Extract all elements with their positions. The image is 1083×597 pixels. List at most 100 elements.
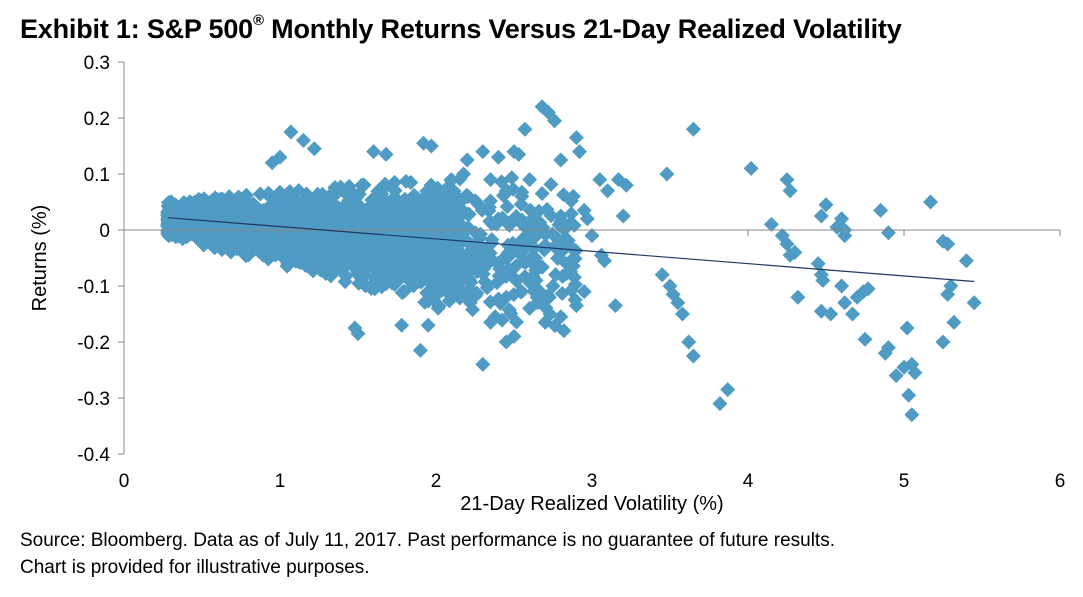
data-point	[336, 211, 352, 227]
data-point	[289, 204, 305, 220]
data-point	[319, 190, 335, 206]
data-point	[845, 306, 861, 322]
data-point	[283, 124, 299, 140]
data-point	[568, 243, 584, 259]
data-point	[404, 250, 420, 266]
x-tick-label: 1	[275, 471, 286, 492]
data-point	[440, 256, 456, 272]
data-point	[546, 238, 562, 254]
data-point	[576, 284, 592, 300]
data-point	[712, 396, 728, 412]
data-point	[527, 250, 543, 266]
data-point	[239, 205, 255, 221]
data-point	[509, 273, 525, 289]
data-point	[720, 382, 736, 398]
data-point	[425, 273, 441, 289]
data-point	[222, 228, 238, 244]
data-point	[454, 248, 470, 264]
data-point	[277, 198, 293, 214]
data-point	[547, 113, 563, 129]
data-point	[813, 303, 829, 319]
data-point	[779, 172, 795, 188]
data-point	[412, 342, 428, 358]
x-tick-label: 6	[1055, 471, 1066, 492]
data-point	[170, 209, 186, 225]
data-point	[465, 257, 481, 273]
data-point	[394, 285, 410, 301]
data-point	[378, 146, 394, 162]
data-point	[387, 174, 403, 190]
data-point	[522, 172, 538, 188]
data-point	[434, 280, 450, 296]
data-point	[681, 334, 697, 350]
y-tick-label: 0.3	[84, 53, 110, 74]
data-point	[406, 275, 422, 291]
data-point	[469, 285, 485, 301]
data-point	[350, 326, 366, 342]
data-point	[377, 235, 393, 251]
axes	[118, 61, 1061, 455]
data-point	[444, 289, 460, 305]
data-point	[548, 267, 564, 283]
data-point	[539, 201, 555, 217]
data-point	[600, 183, 616, 199]
data-point	[475, 356, 491, 372]
data-point	[503, 306, 519, 322]
y-tick-label: 0	[99, 221, 110, 242]
data-point	[351, 215, 367, 231]
x-tick-label: 0	[119, 471, 130, 492]
x-axis-label: 21-Day Realized Volatility (%)	[460, 493, 723, 515]
source-line-1: Source: Bloomberg. Data as of July 11, 2…	[20, 530, 835, 551]
data-point	[475, 144, 491, 160]
data-point	[553, 152, 569, 168]
data-point	[517, 121, 533, 137]
y-axis-label: Returns (%)	[29, 205, 51, 312]
data-point	[288, 253, 304, 269]
data-point	[923, 194, 939, 210]
data-point	[354, 177, 370, 193]
data-point	[592, 172, 608, 188]
source-line-2: Chart is provided for illustrative purpo…	[20, 557, 370, 578]
data-point	[346, 241, 362, 257]
data-point	[327, 180, 343, 196]
data-point	[551, 249, 567, 265]
data-point	[196, 191, 212, 207]
data-point	[338, 268, 354, 284]
data-point	[421, 213, 437, 229]
data-point	[966, 295, 982, 311]
data-point	[553, 309, 569, 325]
y-tick-label: -0.4	[77, 445, 110, 466]
data-point	[387, 276, 403, 292]
y-tick-label: 0.2	[84, 109, 110, 130]
data-point	[342, 186, 358, 202]
data-point	[946, 314, 962, 330]
data-point	[494, 210, 510, 226]
data-point	[873, 202, 889, 218]
data-point	[236, 234, 252, 250]
data-point	[596, 253, 612, 269]
data-point	[490, 149, 506, 165]
data-point	[423, 239, 439, 255]
data-point	[935, 334, 951, 350]
data-point	[522, 300, 538, 316]
data-point	[272, 184, 288, 200]
data-point	[415, 193, 431, 209]
data-point	[815, 272, 831, 288]
data-point	[837, 228, 853, 244]
data-point	[563, 206, 579, 222]
data-point	[368, 241, 384, 257]
data-point	[685, 348, 701, 364]
x-tick-label: 4	[743, 471, 754, 492]
data-point	[461, 206, 477, 222]
data-point	[958, 253, 974, 269]
data-point	[563, 264, 579, 280]
y-tick-label: -0.2	[77, 333, 110, 354]
data-point	[430, 300, 446, 316]
x-tick-label: 3	[587, 471, 598, 492]
data-point	[860, 281, 876, 297]
data-point	[615, 208, 631, 224]
data-point	[508, 208, 524, 224]
data-points	[160, 99, 982, 423]
data-point	[522, 275, 538, 291]
data-point	[394, 236, 410, 252]
